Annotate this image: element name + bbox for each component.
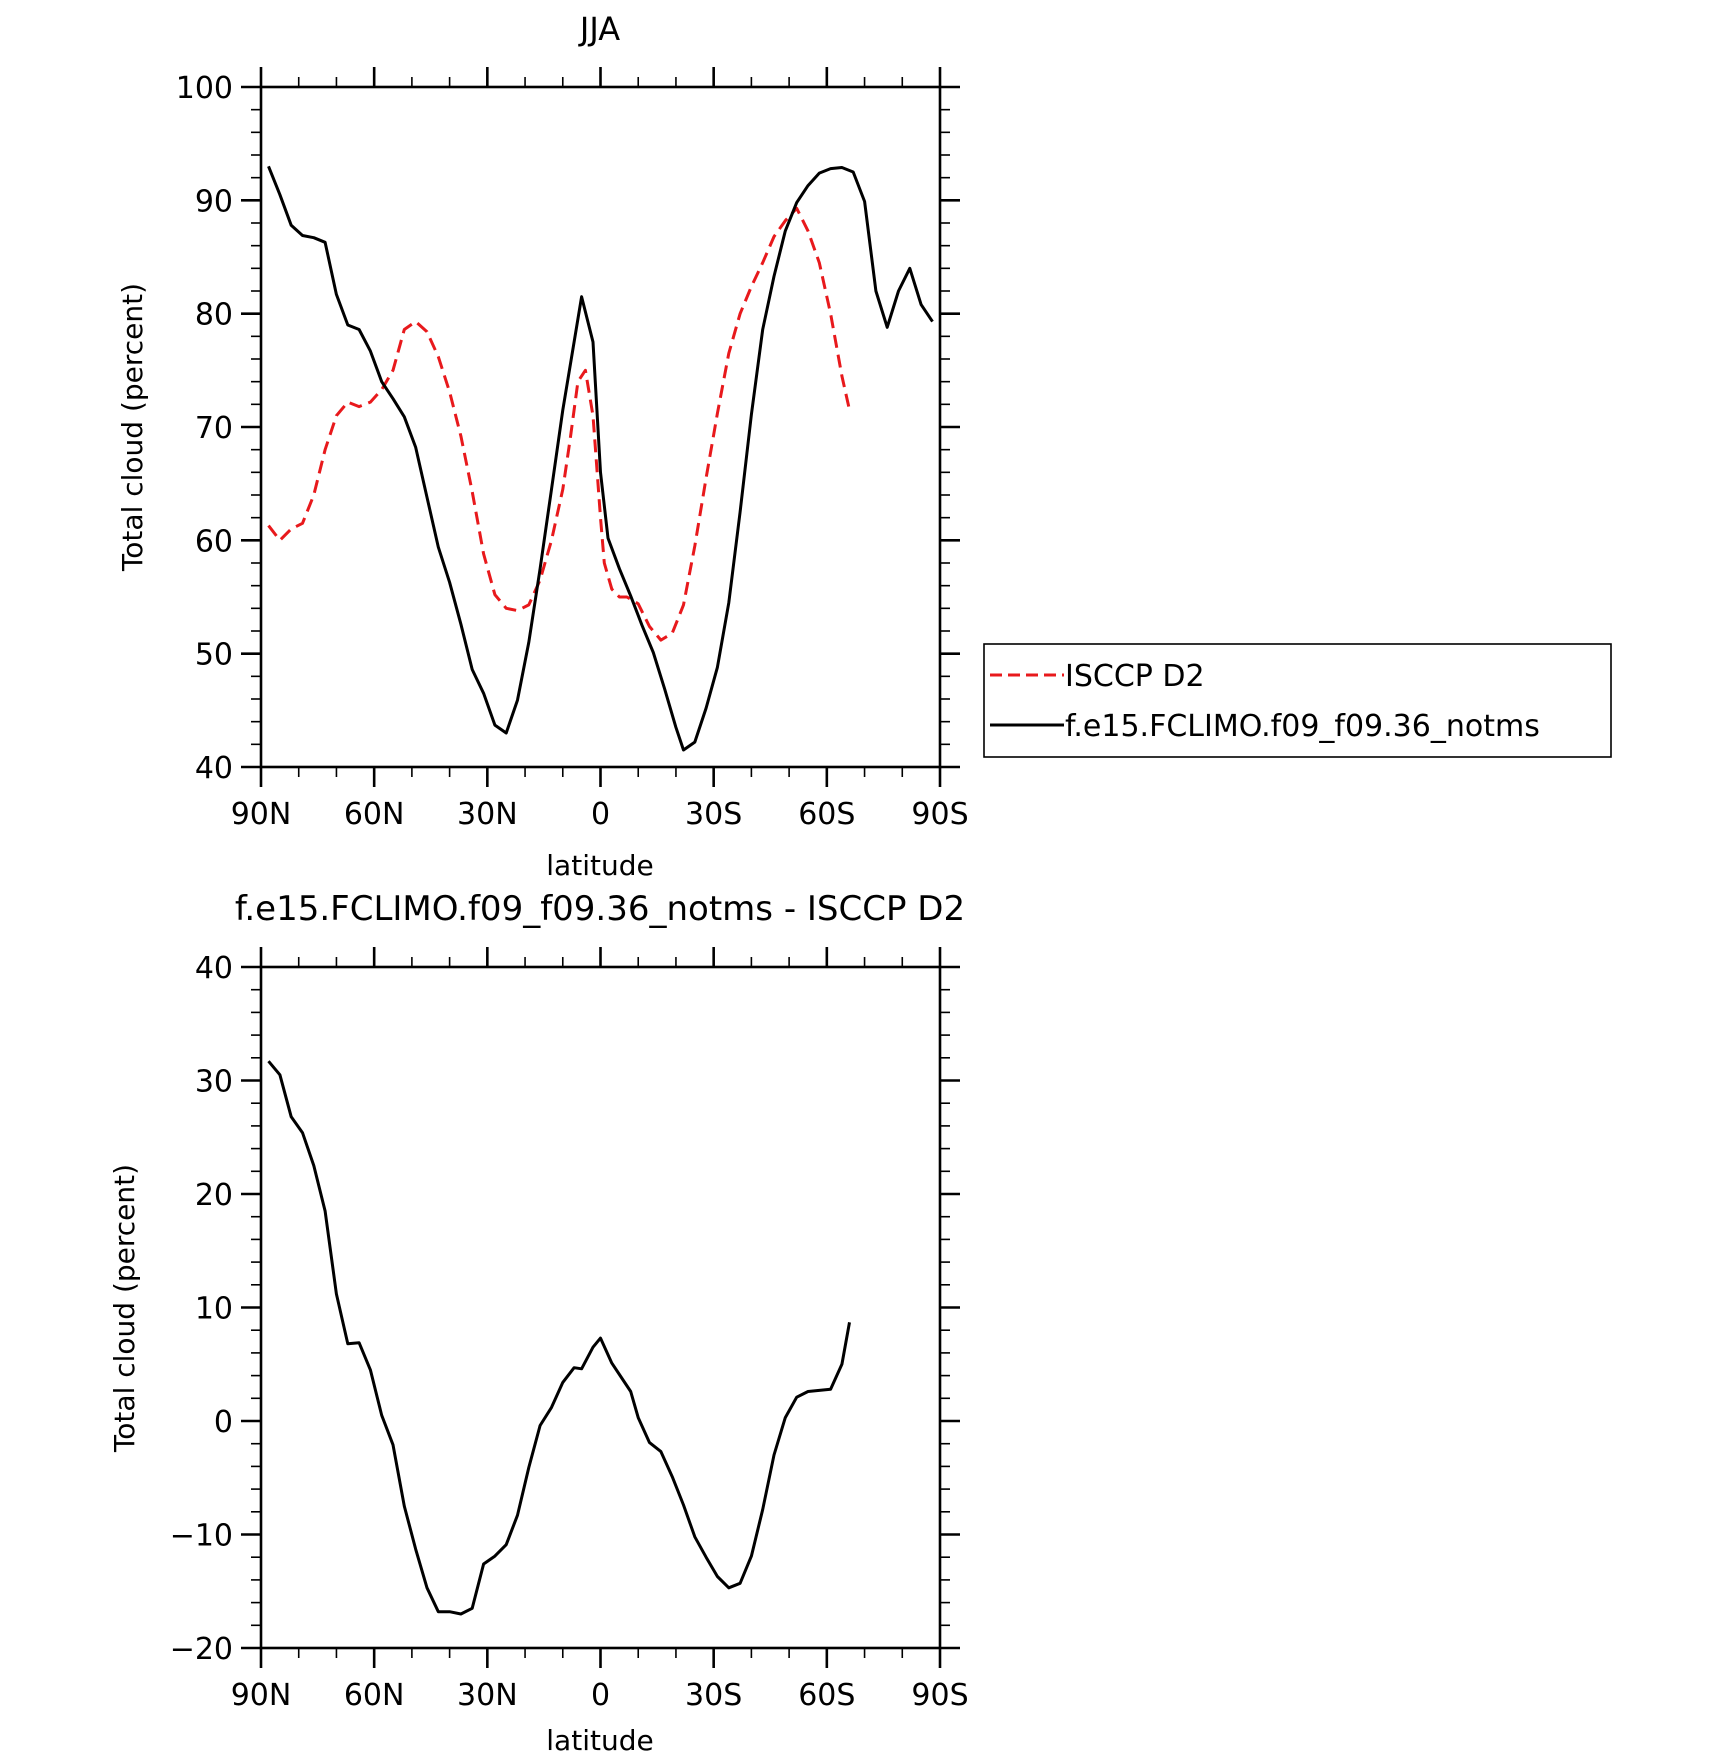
y-tick-label: 50 bbox=[195, 638, 233, 673]
top-x-tick-labels: 90N 60N 30N 0 30S 60S 90S bbox=[231, 797, 969, 832]
x-tick-label: 90N bbox=[231, 1678, 292, 1713]
x-tick-label: 60N bbox=[344, 1678, 405, 1713]
x-tick-label: 30N bbox=[457, 1678, 518, 1713]
top-plot-frame bbox=[259, 85, 942, 769]
y-tick-label: 80 bbox=[195, 298, 233, 333]
bottom-panel: f.e15.FCLIMO.f09_f09.36_notms - ISCCP D2… bbox=[108, 889, 969, 1756]
y-tick-label: 40 bbox=[195, 951, 233, 986]
isccp-d2-series-line bbox=[267, 206, 851, 642]
bottom-series-lines bbox=[267, 1060, 851, 1616]
y-tick-label: 10 bbox=[195, 1292, 233, 1327]
bottom-x-axis-title: latitude bbox=[546, 1724, 653, 1756]
x-tick-label: 30N bbox=[457, 797, 518, 832]
bottom-y-axis-title: Total cloud (percent) bbox=[108, 1164, 141, 1453]
y-tick-label: 70 bbox=[195, 411, 233, 446]
x-tick-label: 0 bbox=[591, 1678, 610, 1713]
top-tick-marks bbox=[241, 67, 960, 787]
legend: ISCCP D2 f.e15.FCLIMO.f09_f09.36_notms bbox=[983, 643, 1612, 758]
y-tick-label: 100 bbox=[176, 71, 233, 106]
bottom-y-tick-labels: −20 −10 0 10 20 30 40 bbox=[170, 951, 233, 1667]
x-tick-label: 90N bbox=[231, 797, 292, 832]
y-tick-label: 60 bbox=[195, 524, 233, 559]
bottom-x-tick-labels: 90N 60N 30N 0 30S 60S 90S bbox=[231, 1678, 969, 1713]
top-plot-title: JJA bbox=[578, 10, 620, 48]
legend-label-isccp: ISCCP D2 bbox=[1065, 659, 1205, 694]
legend-label-model: f.e15.FCLIMO.f09_f09.36_notms bbox=[1065, 709, 1540, 744]
bottom-plot-frame bbox=[259, 965, 942, 1650]
top-y-axis-title: Total cloud (percent) bbox=[116, 283, 149, 572]
y-tick-label: 0 bbox=[214, 1405, 233, 1440]
difference-series-line bbox=[267, 1060, 851, 1616]
legend-box bbox=[983, 643, 1612, 758]
top-series-lines bbox=[267, 165, 934, 752]
x-tick-label: 60N bbox=[344, 797, 405, 832]
x-tick-label: 0 bbox=[591, 797, 610, 832]
y-tick-label: 40 bbox=[195, 751, 233, 786]
y-tick-label: 20 bbox=[195, 1178, 233, 1213]
y-tick-label: 30 bbox=[195, 1065, 233, 1100]
x-tick-label: 60S bbox=[798, 1678, 855, 1713]
bottom-tick-marks bbox=[241, 947, 960, 1668]
bottom-plot-title: f.e15.FCLIMO.f09_f09.36_notms - ISCCP D2 bbox=[235, 889, 965, 929]
x-tick-label: 90S bbox=[911, 1678, 968, 1713]
x-tick-label: 90S bbox=[911, 797, 968, 832]
x-tick-label: 30S bbox=[685, 1678, 742, 1713]
x-tick-label: 30S bbox=[685, 797, 742, 832]
top-x-axis-title: latitude bbox=[546, 849, 653, 882]
model-series-line bbox=[267, 165, 934, 752]
x-tick-label: 60S bbox=[798, 797, 855, 832]
y-tick-label: 90 bbox=[195, 184, 233, 219]
y-tick-label: −20 bbox=[170, 1632, 233, 1667]
top-y-tick-labels: 40 50 60 70 80 90 100 bbox=[176, 71, 233, 786]
y-tick-label: −10 bbox=[170, 1519, 233, 1554]
